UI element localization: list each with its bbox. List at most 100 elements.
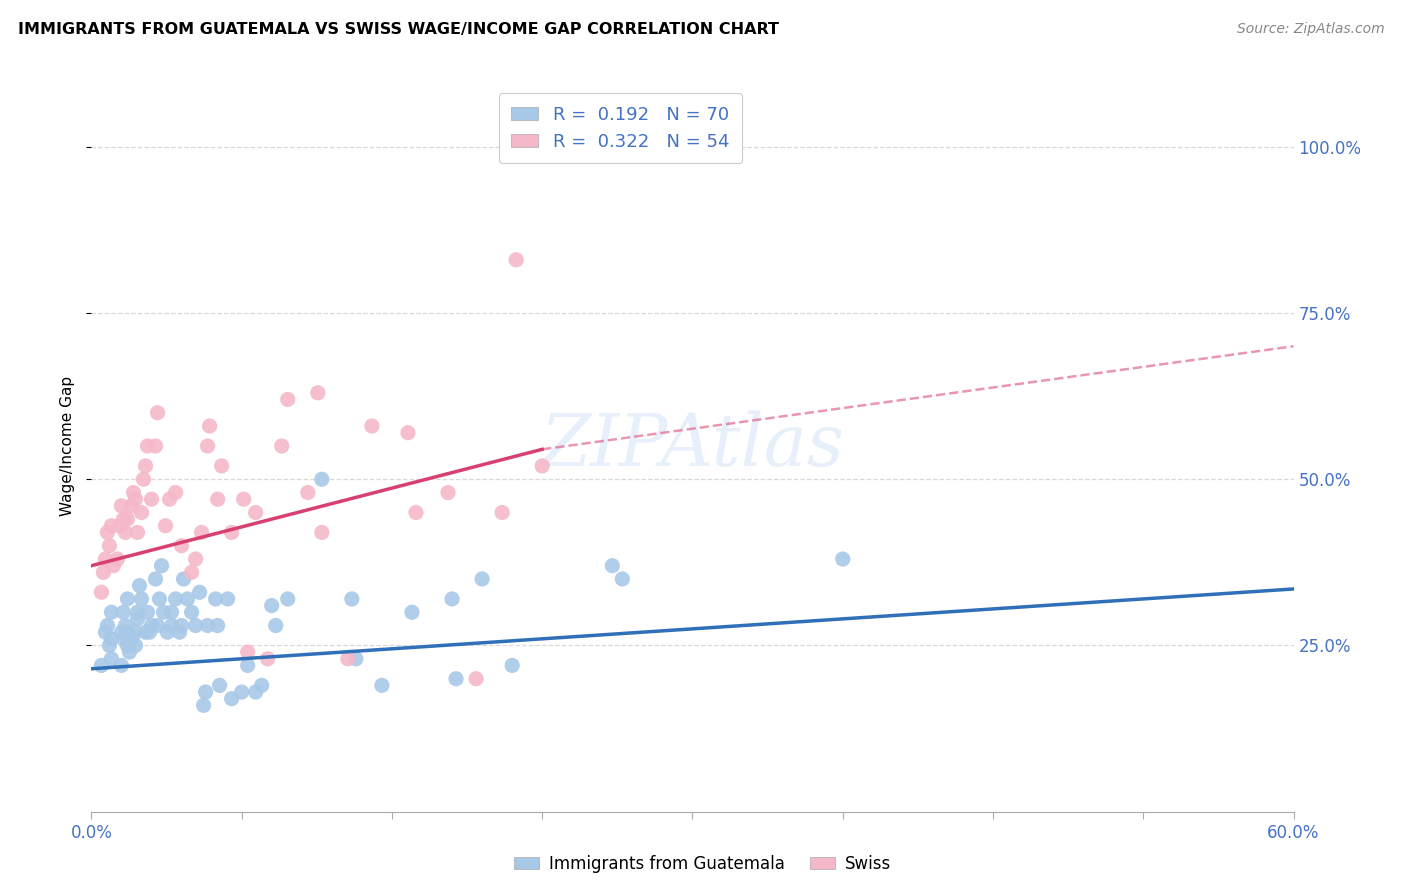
Point [127,612,149,626]
Point [132,472,155,486]
Point [134,625,156,640]
Point [160,605,183,619]
Point [236,645,259,659]
Point [277,392,299,407]
Point [250,678,273,692]
Point [100,652,122,666]
Point [270,439,292,453]
Point [159,492,181,507]
Point [277,591,299,606]
Point [264,618,287,632]
Point [98,639,121,653]
Point [114,525,136,540]
Point [94,625,117,640]
Point [221,691,243,706]
Point [118,645,141,659]
Point [197,439,219,453]
Point [245,685,267,699]
Point [146,618,169,632]
Point [136,439,159,453]
Point [122,485,145,500]
Point [131,506,153,520]
Point [136,605,159,619]
Point [311,472,333,486]
Point [145,439,167,453]
Point [256,652,278,666]
Point [150,558,173,573]
Point [188,585,211,599]
Point [184,552,207,566]
Point [307,385,329,400]
Point [204,591,226,606]
Point [471,572,494,586]
Point [145,572,167,586]
Point [440,591,463,606]
Point [245,506,267,520]
Point [131,591,153,606]
Y-axis label: Wage/Income Gap: Wage/Income Gap [60,376,76,516]
Point [124,492,146,507]
Point [148,591,170,606]
Point [190,525,212,540]
Point [117,639,139,653]
Point [110,625,132,640]
Point [160,618,183,632]
Point [340,591,363,606]
Point [232,492,254,507]
Point [124,625,146,640]
Point [198,419,221,434]
Text: IMMIGRANTS FROM GUATEMALA VS SWISS WAGE/INCOME GAP CORRELATION CHART: IMMIGRANTS FROM GUATEMALA VS SWISS WAGE/… [18,22,779,37]
Point [437,485,460,500]
Point [96,618,118,632]
Text: Source: ZipAtlas.com: Source: ZipAtlas.com [1237,22,1385,37]
Point [108,518,131,533]
Point [207,618,229,632]
Point [165,591,187,606]
Point [98,539,121,553]
Point [602,558,624,573]
Point [90,585,112,599]
Point [112,605,135,619]
Point [531,458,554,473]
Point [121,632,143,646]
Point [114,618,136,632]
Point [176,591,198,606]
Point [146,406,169,420]
Point [236,658,259,673]
Point [141,492,163,507]
Point [170,618,193,632]
Point [297,485,319,500]
Point [207,492,229,507]
Point [124,639,146,653]
Point [344,652,367,666]
Point [100,605,122,619]
Point [103,558,125,573]
Point [371,678,394,692]
Point [231,685,253,699]
Point [138,625,160,640]
Point [396,425,419,440]
Point [465,672,488,686]
Point [401,605,423,619]
Point [505,252,527,267]
Point [180,566,202,580]
Point [208,678,231,692]
Point [491,506,513,520]
Point [93,566,115,580]
Point [612,572,634,586]
Point [173,572,195,586]
Point [110,658,132,673]
Point [141,618,163,632]
Point [831,552,853,566]
Point [170,539,193,553]
Point [184,618,207,632]
Point [197,618,219,632]
Legend: Immigrants from Guatemala, Swiss: Immigrants from Guatemala, Swiss [508,848,898,880]
Point [90,658,112,673]
Point [405,506,427,520]
Point [128,579,150,593]
Legend: R =  0.192   N = 70, R =  0.322   N = 54: R = 0.192 N = 70, R = 0.322 N = 54 [499,93,742,163]
Point [180,605,202,619]
Point [156,625,179,640]
Point [127,605,149,619]
